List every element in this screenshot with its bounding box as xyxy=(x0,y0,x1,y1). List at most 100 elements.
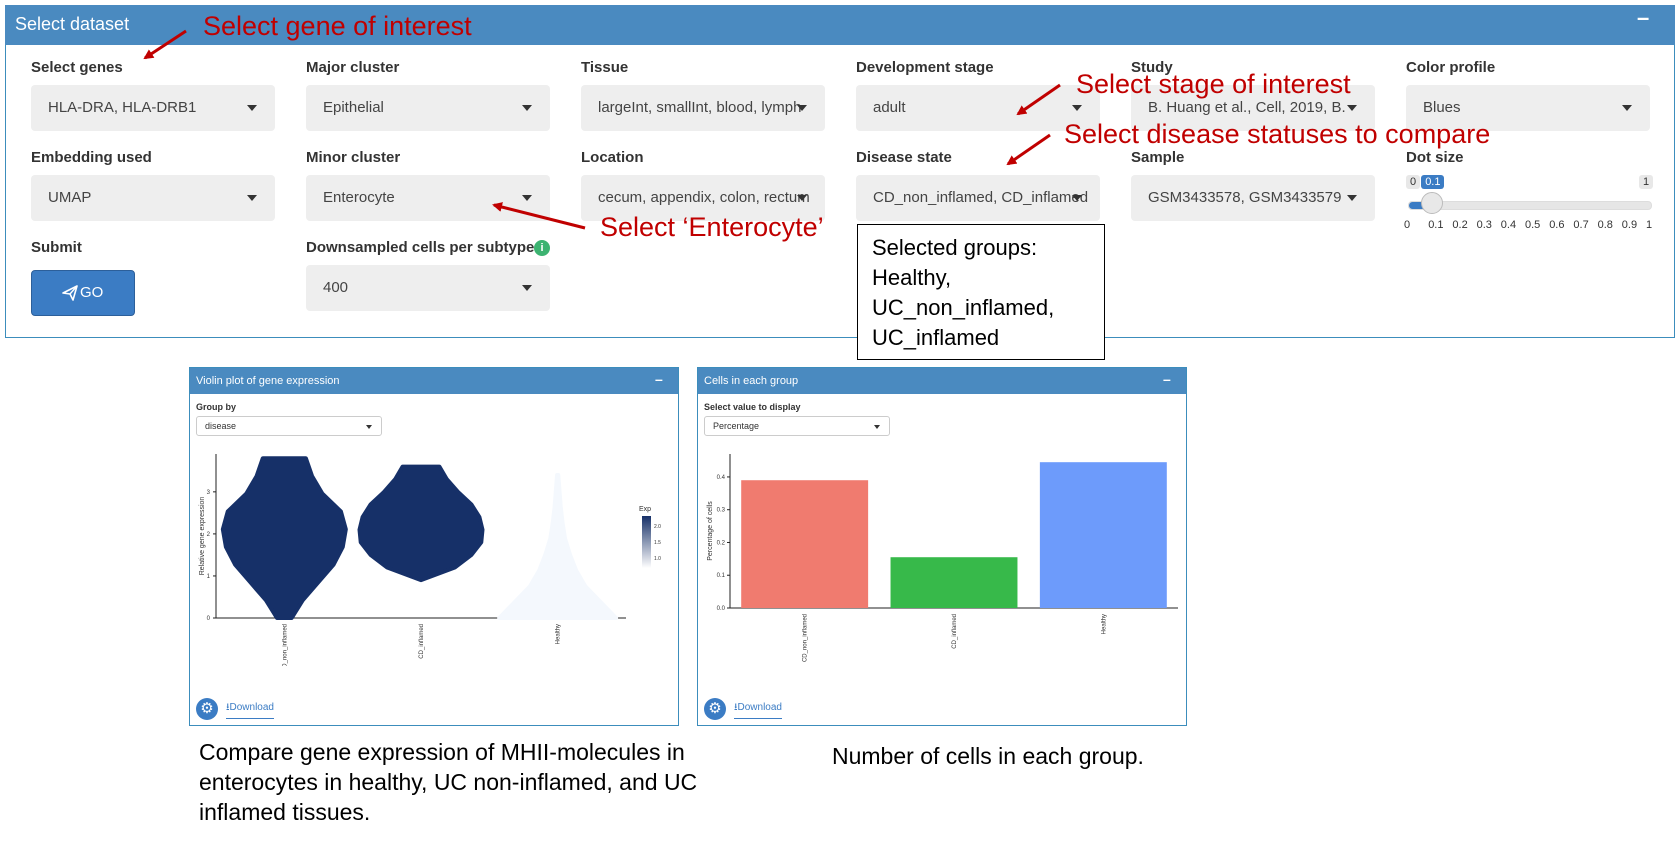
disease-state-label: Disease state xyxy=(856,149,952,166)
select-genes-value: HLA-DRA, HLA-DRB1 xyxy=(48,99,197,116)
color-profile-value: Blues xyxy=(1423,99,1461,116)
selected-groups-line: UC_non_inflamed, xyxy=(872,295,1055,320)
slider-tick-label: 0.9 xyxy=(1621,219,1638,231)
selected-groups-line: UC_inflamed xyxy=(872,325,1000,350)
slider-tick-label: 0.8 xyxy=(1597,219,1613,231)
arrow-to-disease xyxy=(1006,133,1051,166)
y-axis-label: Relative gene expression xyxy=(199,497,206,576)
select-genes-dropdown[interactable]: HLA-DRA, HLA-DRB1 xyxy=(31,85,275,131)
violin-1 xyxy=(357,464,485,583)
study-label: Study xyxy=(1131,59,1173,76)
major-cluster-dropdown[interactable]: Epithelial xyxy=(306,85,550,131)
violin-panel: Violin plot of gene expression – Group b… xyxy=(189,367,679,726)
bar-1 xyxy=(890,557,1018,608)
disease-state-dropdown[interactable]: CD_non_inflamed, CD_inflamed xyxy=(856,175,1100,221)
development-stage-label: Development stage xyxy=(856,59,994,76)
annotation-select-enterocyte: Select ‘Enterocyte’ xyxy=(600,212,824,242)
slider-tick-label: 0.4 xyxy=(1500,219,1517,231)
x-tick-label: CD_non_inflamed xyxy=(803,614,809,662)
tissue-label: Tissue xyxy=(581,59,629,76)
study-value: B. Huang et al., Cell, 2019, B. xyxy=(1148,99,1346,116)
group-by-dropdown[interactable]: disease xyxy=(196,416,382,436)
y-tick-label: 0 xyxy=(207,616,211,622)
arrow-to-stage xyxy=(1016,83,1061,116)
chevron-down-icon xyxy=(522,195,532,201)
select-genes-label: Select genes xyxy=(31,59,123,76)
legend-tick-label: 2.0 xyxy=(654,524,661,530)
dot-size-slider-track[interactable] xyxy=(1408,201,1652,210)
development-stage-value: adult xyxy=(873,99,906,116)
violin-download-link[interactable]: ⭳Download xyxy=(226,700,274,719)
legend-colorbar xyxy=(642,516,651,568)
arrow-to-enterocyte xyxy=(492,202,586,230)
cells-collapse-button[interactable]: – xyxy=(1163,371,1171,387)
violin-panel-title: Violin plot of gene expression xyxy=(196,375,340,387)
cells-download-link[interactable]: ⭳Download xyxy=(734,700,782,719)
chevron-down-icon xyxy=(1347,105,1357,111)
slider-fill xyxy=(1409,202,1434,209)
study-dropdown[interactable]: B. Huang et al., Cell, 2019, B. xyxy=(1131,85,1375,131)
select-dataset-panel xyxy=(5,5,1675,338)
x-tick-label: Healthy xyxy=(1101,614,1107,634)
cells-caption: Number of cells in each group. xyxy=(832,743,1144,769)
sample-dropdown[interactable]: GSM3433578, GSM3433579 xyxy=(1131,175,1375,221)
violin-panel-header: Violin plot of gene expression – xyxy=(190,368,678,394)
embedding-value: UMAP xyxy=(48,189,92,206)
slider-tick-label: 0.3 xyxy=(1476,219,1492,231)
annotation-select-stage: Select stage of interest xyxy=(1076,69,1351,99)
info-icon[interactable]: i xyxy=(534,240,550,256)
legend-tick-label: 1.0 xyxy=(654,556,661,562)
violin-caption-line: inflamed tissues. xyxy=(199,799,371,825)
tissue-value: largeInt, smallInt, blood, lymph xyxy=(598,99,802,116)
slider-tick-label: 0.1 xyxy=(1428,219,1444,231)
sample-label: Sample xyxy=(1131,149,1185,166)
cells-panel-title: Cells in each group xyxy=(704,375,799,387)
slider-max-badge: 1 xyxy=(1639,175,1654,189)
arrow-to-genes xyxy=(143,29,187,60)
legend-title: Exp xyxy=(639,506,651,513)
chevron-down-icon xyxy=(1072,195,1082,201)
y-tick-label: 0.1 xyxy=(717,573,726,579)
x-tick-label: CD_non_inflamed xyxy=(282,624,288,666)
chevron-down-icon xyxy=(797,195,807,201)
major-cluster-label: Major cluster xyxy=(306,59,400,76)
x-tick-label: CD_inflamed xyxy=(952,614,958,649)
submit-label: Submit xyxy=(31,239,82,256)
downsampled-dropdown[interactable]: 400 xyxy=(306,265,550,311)
slider-min-badge: 0 xyxy=(1406,175,1421,189)
embedding-label: Embedding used xyxy=(31,149,152,166)
minor-cluster-dropdown[interactable]: Enterocyte xyxy=(306,175,550,221)
collapse-button[interactable]: – xyxy=(1637,5,1650,30)
y-tick-label: 0.4 xyxy=(717,475,726,481)
select-value-value: Percentage xyxy=(713,421,760,431)
group-by-label: Group by xyxy=(196,402,236,412)
go-button[interactable]: GO xyxy=(31,270,135,316)
color-profile-dropdown[interactable]: Blues xyxy=(1406,85,1650,131)
chevron-down-icon xyxy=(366,425,372,429)
embedding-dropdown[interactable]: UMAP xyxy=(31,175,275,221)
select-value-dropdown[interactable]: Percentage xyxy=(704,416,890,436)
cells-panel-header: Cells in each group – xyxy=(698,368,1186,394)
slider-tick-label: 0.7 xyxy=(1573,219,1589,231)
development-stage-dropdown[interactable]: adult xyxy=(856,85,1100,131)
y-tick-label: 1 xyxy=(207,574,211,580)
settings-gear-icon[interactable]: ⚙ xyxy=(196,698,218,720)
violin-collapse-button[interactable]: – xyxy=(655,371,663,387)
bar-chart: 0.0 0.1 0.2 0.3 0.4 Percentage of cells CD_non… xyxy=(707,454,1178,662)
y-tick-label: 0.3 xyxy=(717,508,726,514)
y-tick-label: 0.0 xyxy=(717,606,726,612)
chevron-down-icon xyxy=(797,105,807,111)
chevron-down-icon xyxy=(522,285,532,291)
violin-0 xyxy=(220,456,348,620)
location-label: Location xyxy=(581,149,644,166)
tissue-dropdown[interactable]: largeInt, smallInt, blood, lymph xyxy=(581,85,825,131)
y-axis-label: Percentage of cells xyxy=(707,501,714,561)
paper-plane-icon xyxy=(62,285,78,301)
bar-2 xyxy=(1039,462,1167,608)
dot-size-slider-handle[interactable] xyxy=(1421,192,1444,214)
color-profile-label: Color profile xyxy=(1406,59,1496,76)
location-dropdown[interactable]: cecum, appendix, colon, rectum xyxy=(581,175,825,221)
settings-gear-icon[interactable]: ⚙ xyxy=(704,698,726,720)
